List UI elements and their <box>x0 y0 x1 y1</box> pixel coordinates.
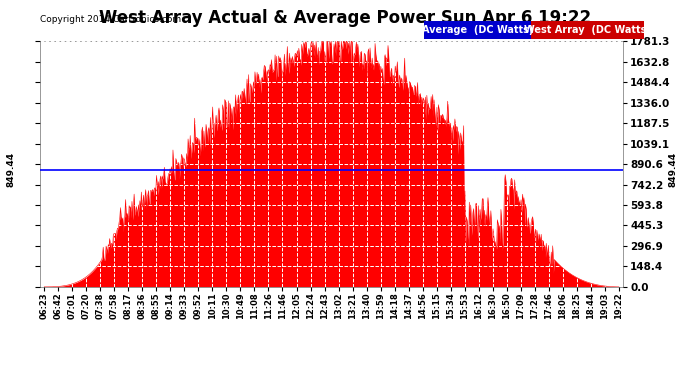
Text: Copyright 2014 Cartronics.com: Copyright 2014 Cartronics.com <box>40 15 181 24</box>
Text: West Array  (DC Watts): West Array (DC Watts) <box>524 25 651 34</box>
Text: 849.44: 849.44 <box>668 152 678 187</box>
Text: Average  (DC Watts): Average (DC Watts) <box>422 25 533 34</box>
Text: West Array Actual & Average Power Sun Apr 6 19:22: West Array Actual & Average Power Sun Ap… <box>99 9 591 27</box>
Text: 849.44: 849.44 <box>6 152 16 187</box>
